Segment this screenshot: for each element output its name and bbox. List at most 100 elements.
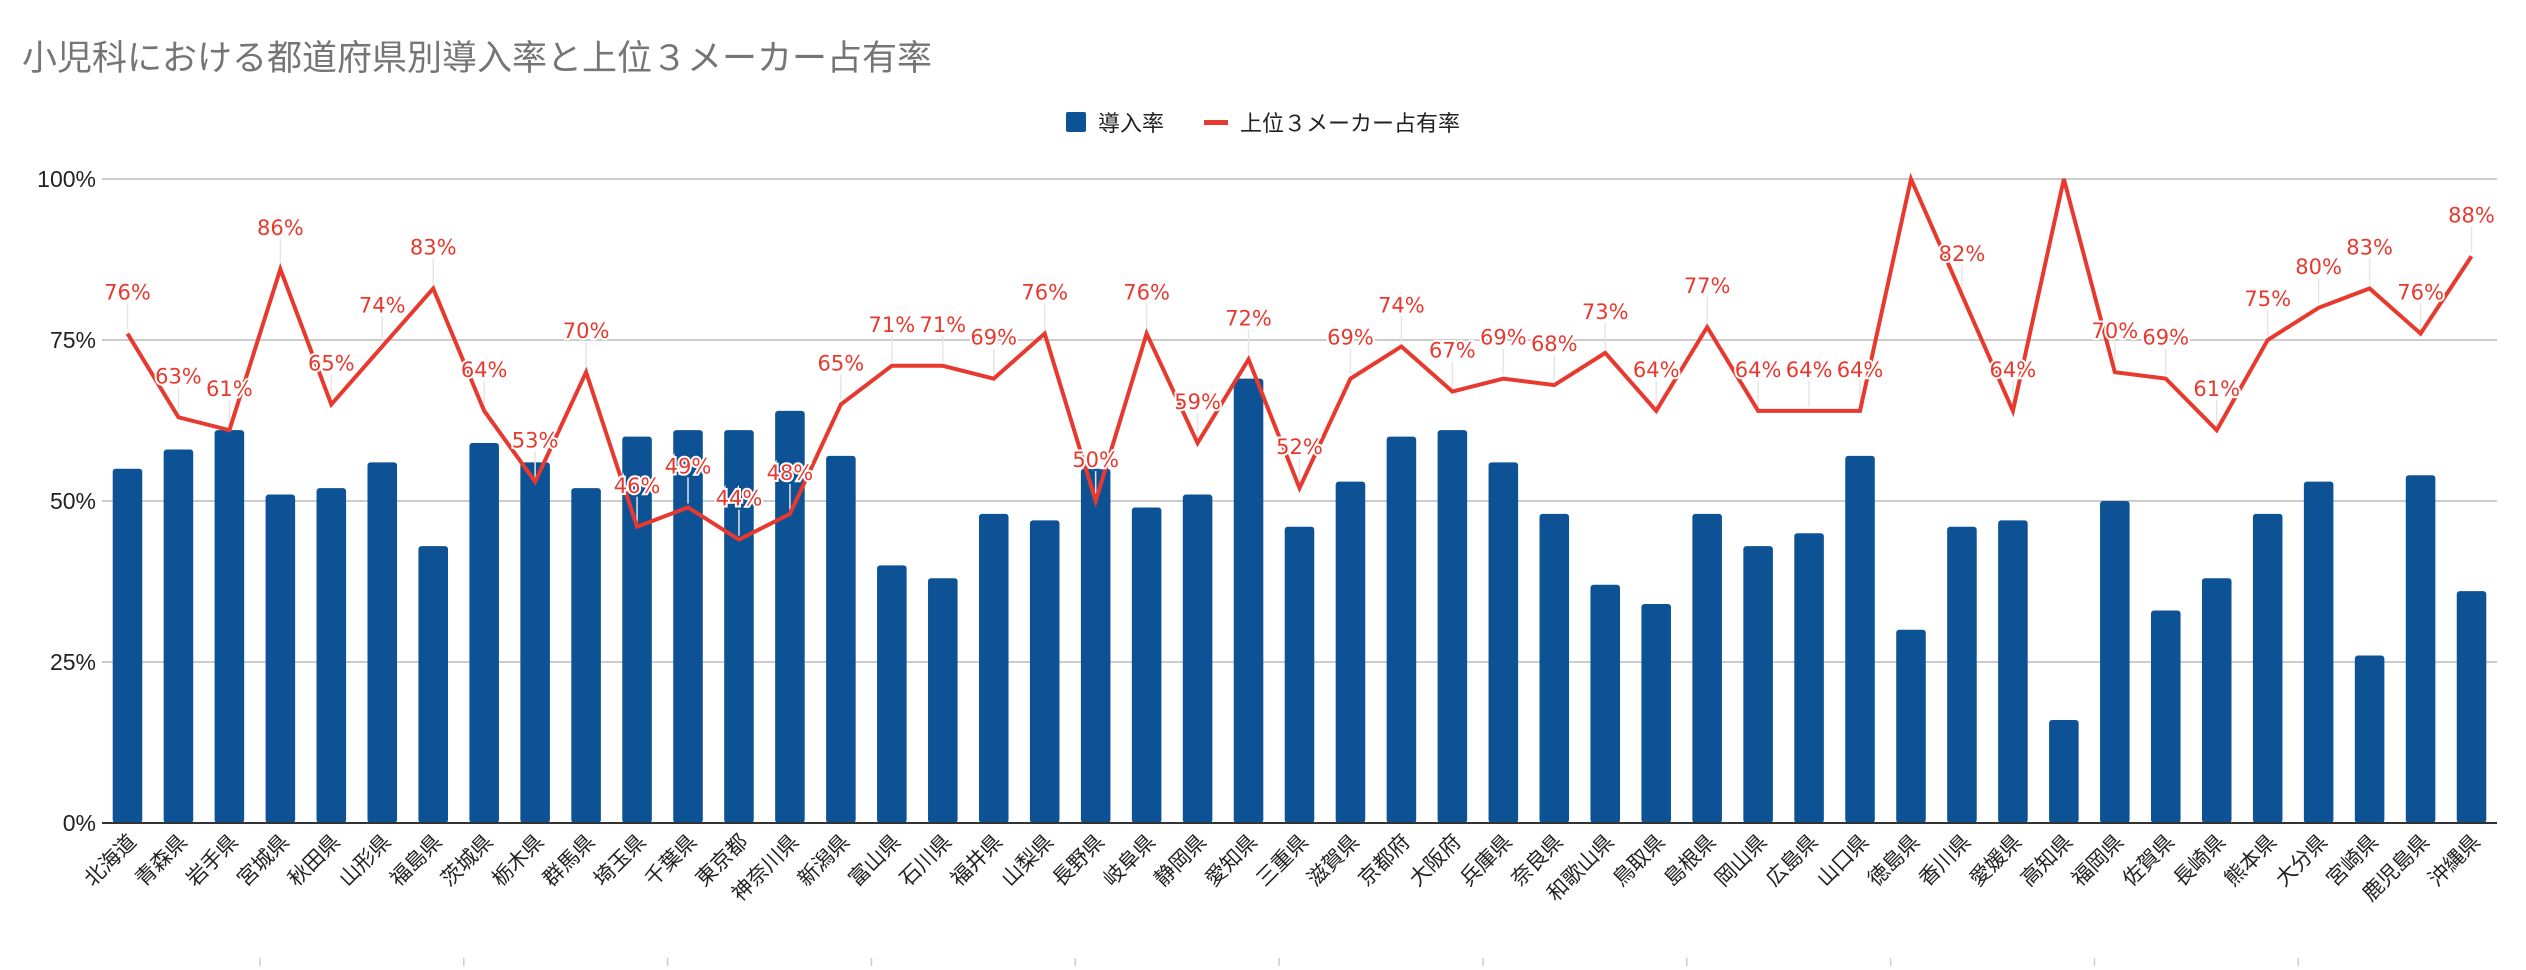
bar (214, 430, 245, 823)
y-tick-label: 0% (63, 810, 96, 836)
bar (163, 449, 194, 823)
x-tick-label: 岡山県 (1710, 830, 1772, 892)
data-label: 83% (2346, 235, 2393, 259)
bar (826, 455, 856, 823)
bar (1488, 462, 1519, 823)
data-label: 59% (1174, 390, 1221, 414)
data-label: 65% (308, 351, 355, 375)
data-label: 82% (1939, 242, 1986, 266)
data-label: 65% (818, 351, 865, 375)
data-label: 80% (2295, 255, 2342, 279)
x-tick-label: 京都府 (1353, 830, 1415, 892)
x-tick-label: 愛知県 (1201, 830, 1263, 892)
data-label: 68% (1531, 332, 1578, 356)
x-tick-label: 長野県 (1048, 830, 1110, 892)
data-label: 64% (1837, 358, 1884, 382)
legend-swatch-line (1204, 119, 1228, 125)
x-tick-label: 茨城県 (436, 830, 498, 892)
x-tick-label: 鳥取県 (1608, 830, 1670, 892)
data-label: 53% (512, 429, 559, 453)
x-tick-label: 静岡県 (1150, 830, 1212, 892)
x-tick-label: 青森県 (130, 830, 192, 892)
x-tick-label: 大分県 (2271, 830, 2333, 892)
bar (1845, 455, 1875, 823)
x-tick-label: 秋田県 (283, 830, 345, 892)
data-label: 67% (1429, 339, 1476, 363)
data-label: 69% (1327, 326, 1374, 350)
bar (1029, 520, 1060, 823)
bar (1692, 513, 1722, 823)
x-tick-label: 福島県 (385, 830, 447, 892)
data-label: 76% (1123, 281, 1170, 305)
bar (1131, 507, 1162, 823)
x-tick-label: 香川県 (1914, 830, 1976, 892)
bar (2354, 655, 2385, 823)
data-label: 70% (563, 319, 610, 343)
x-tick-label: 栃木県 (487, 830, 549, 892)
x-tick-label: 新潟県 (793, 830, 855, 892)
data-label: 88% (2448, 203, 2495, 227)
data-label: 76% (1021, 281, 1068, 305)
data-label: 61% (2193, 377, 2240, 401)
bar (2252, 513, 2283, 823)
x-tick-label: 大阪府 (1404, 830, 1466, 892)
bar (928, 578, 958, 823)
data-label: 73% (1582, 300, 1629, 324)
legend-item-line[interactable]: 上位３メーカー占有率 (1204, 106, 1460, 138)
legend-label: 上位３メーカー占有率 (1240, 112, 1461, 137)
bar (877, 565, 907, 823)
bar (265, 494, 296, 823)
data-label: 74% (1378, 293, 1425, 317)
bar (2405, 475, 2436, 823)
x-tick-label: 滋賀県 (1302, 830, 1364, 892)
y-tick-label: 100% (37, 166, 96, 192)
data-label: 64% (461, 358, 508, 382)
data-label: 75% (2244, 287, 2291, 311)
x-tick-label: 千葉県 (640, 830, 702, 892)
bar (2100, 501, 2130, 823)
bar (1386, 436, 1417, 823)
x-tick-label: 愛媛県 (1965, 830, 2027, 892)
x-tick-label: 富山県 (844, 830, 906, 892)
bar (724, 430, 754, 823)
legend: 導入率 上位３メーカー占有率 (0, 106, 2526, 138)
data-label: 83% (410, 235, 457, 259)
x-tick-label: 長崎県 (2169, 830, 2231, 892)
bar (316, 488, 347, 823)
bar (1437, 430, 1468, 823)
x-tick-label: 島根県 (1659, 830, 1721, 892)
bar (1284, 526, 1315, 823)
data-label: 69% (2142, 326, 2189, 350)
data-label: 69% (970, 326, 1017, 350)
data-label: 86% (257, 216, 304, 240)
bar (2303, 481, 2334, 823)
data-label: 64% (1633, 358, 1680, 382)
data-label: 50% (1072, 448, 1119, 472)
bar (673, 430, 703, 823)
bar (1998, 520, 2028, 823)
bar (2201, 578, 2232, 823)
y-tick-label: 25% (50, 649, 96, 675)
legend-label: 導入率 (1097, 112, 1164, 137)
bar (1896, 629, 1926, 823)
data-label: 44% (716, 487, 763, 511)
x-tick-label: 熊本県 (2220, 830, 2282, 892)
data-label: 76% (104, 281, 151, 305)
x-tick-label: 岩手県 (181, 830, 243, 892)
data-label: 74% (359, 293, 406, 317)
data-label: 71% (868, 313, 915, 337)
x-tick-label: 山形県 (334, 830, 396, 892)
x-tick-label: 山梨県 (997, 830, 1059, 892)
bar (112, 468, 143, 823)
x-tick-label: 三重県 (1252, 830, 1314, 892)
bar (1794, 533, 1824, 823)
legend-item-bar[interactable]: 導入率 (1065, 106, 1164, 138)
bar (1590, 584, 1621, 823)
bar (1182, 494, 1213, 823)
bar (1335, 481, 1366, 823)
data-label: 76% (2397, 281, 2444, 305)
x-tick-label: 佐賀県 (2118, 830, 2180, 892)
x-tick-label: 埼玉県 (589, 830, 651, 892)
bar (1743, 546, 1773, 823)
